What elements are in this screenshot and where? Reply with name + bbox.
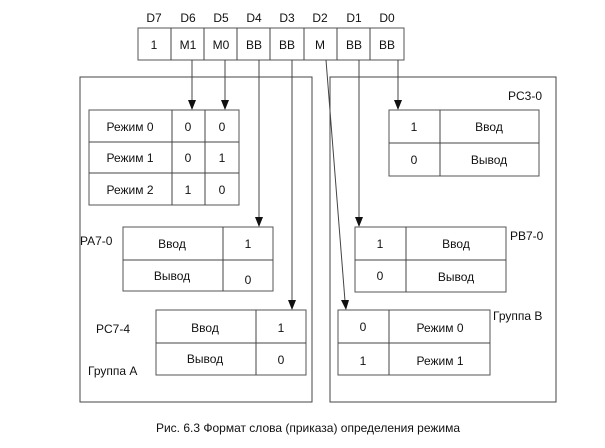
bit-value: 0 xyxy=(360,320,367,334)
m0-value: 0 xyxy=(219,183,226,197)
pc-high-table: PC7-4 Группа А Ввод 1 Вывод 0 xyxy=(88,309,307,378)
bit-value: 0 xyxy=(377,269,384,283)
bit-label: D1 xyxy=(346,11,362,25)
direction: Ввод xyxy=(158,237,186,251)
bit-value: 1 xyxy=(411,120,418,134)
bit-value: 0 xyxy=(411,153,418,167)
bit-label: D6 xyxy=(180,11,196,25)
group-a-mode-table: Режим 0 0 0 Режим 1 0 1 Режим 2 1 0 xyxy=(88,109,240,206)
pc-low-label: PC3-0 xyxy=(508,89,542,103)
direction: Вывод xyxy=(154,269,190,283)
direction: Ввод xyxy=(442,237,470,251)
bit-label: D2 xyxy=(312,11,328,25)
bit-label: D5 xyxy=(213,11,229,25)
bit-value: 1 xyxy=(360,354,367,368)
group-b-box xyxy=(329,76,557,403)
direction: Вывод xyxy=(187,352,223,366)
pb-label: PB7-0 xyxy=(510,229,544,243)
mode-name: Режим 0 xyxy=(416,321,463,335)
mode-name: Режим 1 xyxy=(416,354,463,368)
pb-table: PB7-0 1 Ввод 0 Вывод xyxy=(354,226,544,293)
arrows xyxy=(188,59,402,310)
m0-value: 0 xyxy=(219,120,226,134)
bit-value: 0 xyxy=(278,353,285,367)
group-a-label: Группа А xyxy=(88,364,137,378)
pc-low-table: PC3-0 1 Ввод 0 Вывод xyxy=(388,89,542,177)
bit-label: D7 xyxy=(146,11,162,25)
m1-value: 1 xyxy=(185,183,192,197)
bit-value: 1 xyxy=(245,237,252,251)
group-a-box xyxy=(79,76,313,403)
register-cell: M xyxy=(315,38,325,52)
register-cell: BB xyxy=(379,38,395,52)
group-b-mode-table: Группа В 0 Режим 0 1 Режим 1 xyxy=(337,309,542,376)
register-cell: 1 xyxy=(151,38,158,52)
m1-value: 0 xyxy=(185,120,192,134)
bit-value: 1 xyxy=(377,237,384,251)
pa-label: PA7-0 xyxy=(80,234,113,248)
register-cell: M0 xyxy=(213,38,230,52)
bit-label: D0 xyxy=(379,11,395,25)
mode-name: Режим 1 xyxy=(106,151,153,165)
register-cell: M1 xyxy=(180,38,197,52)
mode-name: Режим 2 xyxy=(106,183,153,197)
bit-value: 1 xyxy=(278,321,285,335)
bit-label: D4 xyxy=(246,11,262,25)
mode-name: Режим 0 xyxy=(106,120,153,134)
direction: Ввод xyxy=(191,321,219,335)
register-cell: BB xyxy=(279,38,295,52)
register-cell: BB xyxy=(346,38,362,52)
group-b-label: Группа В xyxy=(493,309,542,323)
direction: Ввод xyxy=(475,120,503,134)
bit-value: 0 xyxy=(245,273,252,287)
bit-label: D3 xyxy=(279,11,295,25)
direction: Вывод xyxy=(471,153,507,167)
m0-value: 1 xyxy=(219,151,226,165)
m1-value: 0 xyxy=(185,151,192,165)
register-cell: BB xyxy=(246,38,262,52)
pc-high-label: PC7-4 xyxy=(96,322,130,336)
figure-caption: Рис. 6.3 Формат слова (приказа) определе… xyxy=(156,421,460,435)
direction: Вывод xyxy=(438,270,474,284)
control-word-register: D7 D6 D5 D4 D3 D2 D1 D0 1 M1 M0 BB BB M … xyxy=(137,11,405,61)
pa-table: PA7-0 Ввод 1 Вывод 0 xyxy=(80,226,274,292)
